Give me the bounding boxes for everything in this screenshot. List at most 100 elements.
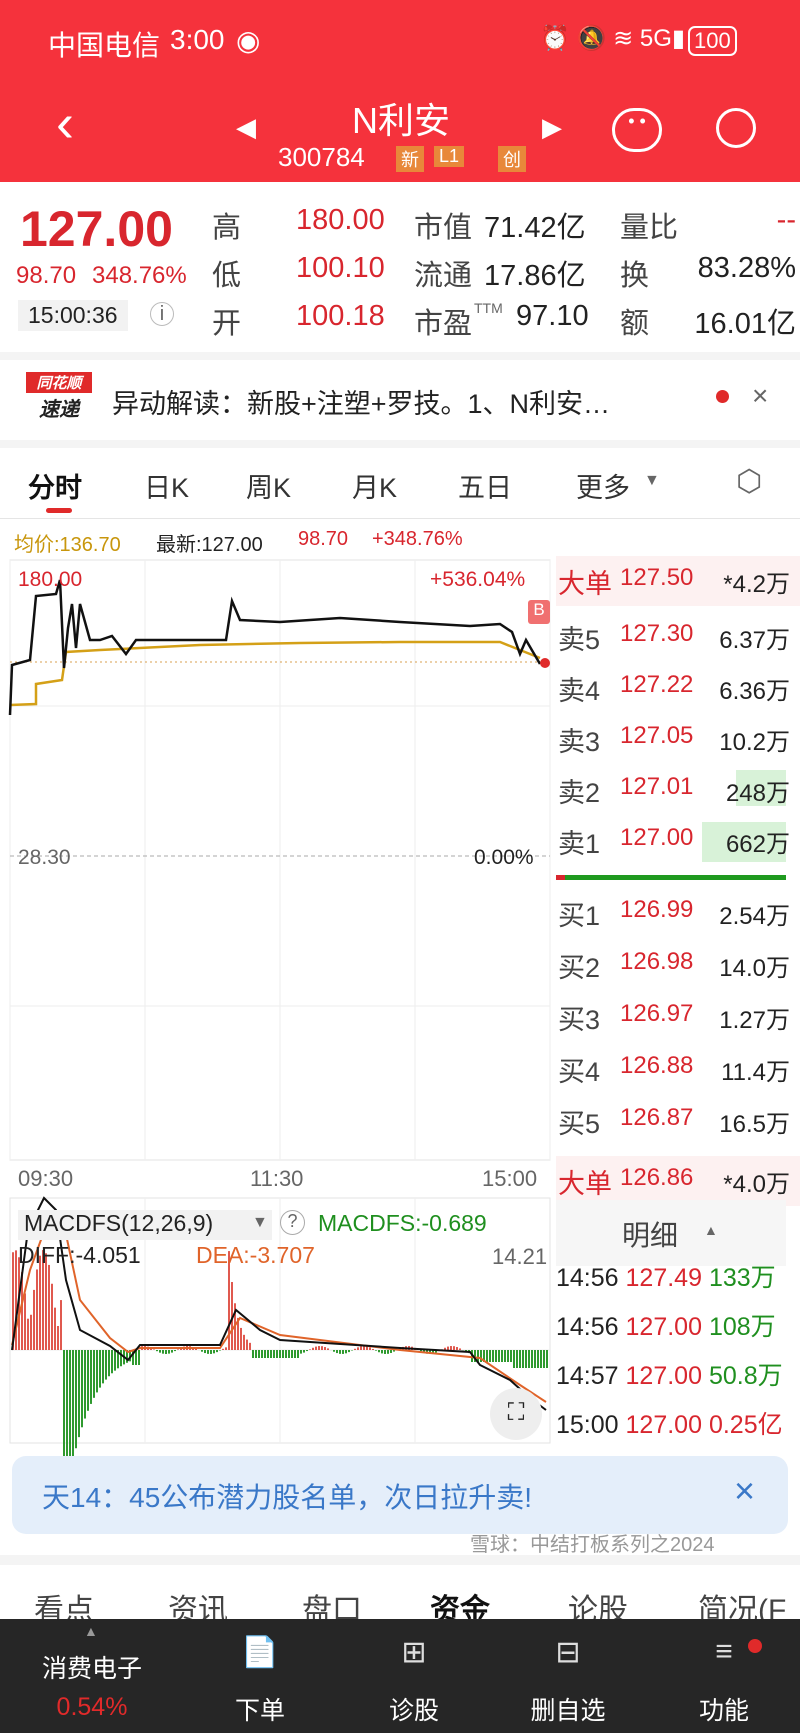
macd-bar [153,1349,155,1350]
latest-change: 98.70 [298,528,349,550]
macd-bar [171,1350,173,1353]
info-icon[interactable]: i [150,302,174,326]
divider [0,352,800,360]
macd-bar [486,1350,488,1362]
macd-bar [21,1272,23,1350]
macd-bar [510,1350,512,1362]
macd-bar [534,1350,536,1368]
macd-bar [447,1346,449,1350]
detail-header[interactable]: 明细 ▲ [556,1200,786,1266]
macd-bar [78,1350,80,1438]
order-row[interactable]: 买1 126.99 2.54万 [558,896,790,931]
quote-value: 16.01亿 [694,308,796,340]
tab-item[interactable]: 更多 [576,473,630,503]
macd-bar [297,1350,299,1358]
macd-bar [345,1350,347,1354]
tab-item[interactable]: 分时 [28,473,82,503]
watermark: 雪球：中结打板系列之2024 [470,1534,715,1556]
active-tab-indicator [46,508,72,513]
chevron-down-icon[interactable]: ▼ [644,472,660,489]
order-row[interactable]: 卖2 127.01 248万 [558,773,790,808]
macd-bar [453,1346,455,1350]
order-row[interactable]: 买2 126.98 14.0万 [558,948,790,983]
order-row[interactable]: 买3 126.97 1.27万 [558,1000,790,1035]
macd-bar [108,1350,110,1377]
trade-row: 14:56 127.49 133万 [556,1264,776,1292]
trade-row: 14:56 127.00 108万 [556,1313,776,1341]
quote-value: 100.10 [296,252,385,284]
macd-bar [30,1314,32,1350]
tab-item[interactable]: 五日 [458,473,512,503]
badge-chuang: 创 [498,146,526,172]
macd-bar [498,1350,500,1362]
macd-bar [225,1347,227,1350]
price-change: 98.70 [16,262,77,289]
toolbar-button[interactable]: ≡ 功能 [664,1627,784,1731]
close-news-icon[interactable]: × [752,380,769,411]
news-text[interactable]: 异动解读：新股+注塑+罗技。1、N利安… [112,389,611,419]
macd-bar [390,1350,392,1353]
macd-bar [276,1350,278,1358]
macd-bar [444,1347,446,1350]
macd-bar [528,1350,530,1368]
help-icon[interactable]: ? [280,1210,305,1235]
macd-selector[interactable]: MACDFS(12,26,9) [24,1210,214,1236]
order-row[interactable]: 卖3 127.05 10.2万 [558,722,790,757]
macd-bar [138,1350,140,1365]
macd-bar [378,1350,380,1353]
macd-bar [126,1350,128,1363]
tab-item[interactable]: 周K [246,473,292,503]
prev-stock-icon[interactable]: ◀ [236,112,256,142]
macd-bar [306,1350,308,1352]
time-mid: 11:30 [250,1166,304,1191]
quote-label: 市盈 [414,308,473,340]
macd-bar [270,1350,272,1358]
chevron-down-icon[interactable]: ▼ [252,1214,268,1231]
order-row[interactable]: 大单 127.50 *4.2万 [556,556,800,606]
next-stock-icon[interactable]: ▶ [542,112,562,142]
quote-label: 市值 [414,212,473,244]
sector-name[interactable]: 消费电子 [41,1655,142,1683]
fullscreen-icon[interactable]: ⛶ [490,1388,542,1440]
macd-bar [375,1350,377,1351]
quote-value: 97.10 [516,300,589,332]
toolbar-button[interactable]: ⊟ 删自选 [508,1627,628,1731]
buy-marker[interactable]: B [528,600,550,624]
macd-bar [312,1347,314,1350]
tab-item[interactable]: 日K [144,473,190,503]
order-row[interactable]: 买5 126.87 16.5万 [558,1104,790,1139]
macd-bar [249,1342,251,1350]
bid-ask-ratio-bar [556,875,786,880]
back-icon[interactable]: ‹ [56,93,74,153]
toolbar-button[interactable]: ⊞ 诊股 [354,1627,474,1731]
order-row[interactable]: 卖5 127.30 6.37万 [558,620,790,655]
banner-text: 天14：45公布潜力股名单，次日拉升卖! [42,1482,533,1513]
macd-bar [291,1350,293,1358]
macd-bar [132,1350,134,1365]
search-icon[interactable] [716,108,756,148]
toolbar-button[interactable]: 📄 下单 [200,1627,320,1731]
macd-bar [177,1349,179,1350]
close-banner-icon[interactable]: × [734,1470,756,1511]
promo-banner[interactable]: 天14：45公布潜力股名单，次日拉升卖! × [12,1456,788,1534]
macd-bar [489,1350,491,1362]
robot-icon[interactable]: • • [612,108,662,152]
order-row[interactable]: 卖1 127.00 662万 [558,824,790,859]
order-row[interactable]: 买4 126.88 11.4万 [558,1052,790,1087]
macd-bar [546,1350,548,1368]
order-row[interactable]: 大单 126.86 *4.0万 [556,1156,800,1206]
macd-bar [279,1350,281,1358]
tab-item[interactable]: 月K [352,473,398,503]
macd-axis-top: 14.21 [492,1244,548,1269]
macd-bar [348,1350,350,1353]
settings-hex-icon[interactable]: ⬡ [736,465,763,498]
order-row[interactable]: 卖4 127.22 6.36万 [558,671,790,706]
quote-label: 换 [620,260,650,292]
macd-bar [318,1346,320,1350]
macd-bar [159,1350,161,1353]
macd-bar [366,1346,368,1350]
macd-bar [105,1350,107,1380]
expand-up-icon[interactable]: ▲ [84,1623,98,1639]
macd-bar [522,1350,524,1368]
macd-bar [36,1269,38,1350]
